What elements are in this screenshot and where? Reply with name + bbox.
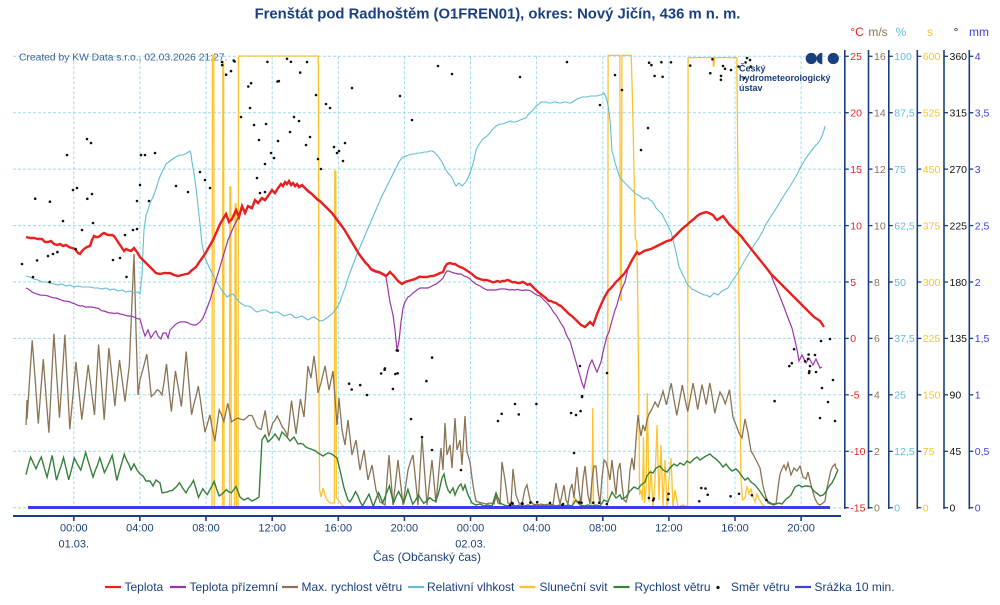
svg-text:6: 6 <box>874 333 880 345</box>
svg-text:Max. rychlost větru: Max. rychlost větru <box>302 580 403 594</box>
svg-text:Srážka 10 min.: Srážka 10 min. <box>815 580 895 594</box>
svg-text:2,5: 2,5 <box>975 220 990 232</box>
svg-text:s: s <box>927 25 933 39</box>
svg-text:20: 20 <box>850 108 862 120</box>
svg-text:-10: -10 <box>850 446 865 458</box>
svg-text:225: 225 <box>950 220 968 232</box>
svg-text:Frenštát pod Radhoštěm (O1FREN: Frenštát pod Radhoštěm (O1FREN01), okres… <box>255 6 741 22</box>
svg-text:Čas (Občanský čas): Čas (Občanský čas) <box>373 549 481 564</box>
svg-text:°C: °C <box>850 25 864 39</box>
svg-text:450: 450 <box>923 164 941 176</box>
svg-text:0: 0 <box>850 333 856 345</box>
svg-text:20:00: 20:00 <box>391 523 419 535</box>
svg-text:12:00: 12:00 <box>258 523 286 535</box>
svg-text:25: 25 <box>850 51 862 63</box>
svg-text:180: 180 <box>950 277 968 289</box>
svg-text:10: 10 <box>850 220 862 232</box>
svg-text:3,5: 3,5 <box>975 108 990 120</box>
svg-text:Created by KW Data s.r.o., 02.: Created by KW Data s.r.o., 02.03.2026 21… <box>19 53 227 64</box>
svg-text:0,5: 0,5 <box>975 446 990 458</box>
svg-text:Teplota: Teplota <box>125 580 164 594</box>
svg-text:8: 8 <box>874 277 880 289</box>
svg-text:75: 75 <box>923 446 935 458</box>
svg-text:Rychlost větru: Rychlost větru <box>635 580 711 594</box>
svg-text:mm: mm <box>969 25 989 39</box>
svg-text:Teplota přízemní: Teplota přízemní <box>190 580 279 594</box>
svg-text:375: 375 <box>923 220 941 232</box>
svg-text:4: 4 <box>874 390 880 402</box>
svg-text:50: 50 <box>894 277 906 289</box>
svg-text:0: 0 <box>894 503 900 515</box>
svg-text:-5: -5 <box>850 390 859 402</box>
svg-text:4: 4 <box>975 51 981 63</box>
svg-text:12: 12 <box>874 164 886 176</box>
svg-text:20:00: 20:00 <box>787 523 815 535</box>
svg-text:04:00: 04:00 <box>523 523 551 535</box>
svg-text:hydrometeorologický: hydrometeorologický <box>739 73 831 83</box>
svg-text:5: 5 <box>850 277 856 289</box>
svg-text:360: 360 <box>950 51 968 63</box>
svg-text:Český: Český <box>739 63 766 74</box>
svg-text:15: 15 <box>850 164 862 176</box>
svg-text:75: 75 <box>894 164 906 176</box>
svg-text:12:00: 12:00 <box>655 523 683 535</box>
svg-text:62,5: 62,5 <box>894 220 915 232</box>
svg-text:Relativní vlhkost: Relativní vlhkost <box>427 580 515 594</box>
svg-text:135: 135 <box>950 333 968 345</box>
svg-text:0: 0 <box>975 503 981 515</box>
svg-text:02.03.: 02.03. <box>455 539 486 551</box>
svg-text:3: 3 <box>975 164 981 176</box>
svg-text:00:00: 00:00 <box>457 523 485 535</box>
svg-text:100: 100 <box>894 51 912 63</box>
svg-text:ústav: ústav <box>739 83 763 93</box>
svg-text:%: % <box>896 25 907 39</box>
svg-text:25: 25 <box>894 390 906 402</box>
svg-text:12,5: 12,5 <box>894 446 915 458</box>
svg-text:2: 2 <box>975 277 981 289</box>
svg-text:315: 315 <box>950 108 968 120</box>
svg-text:Sluneční svit: Sluneční svit <box>540 580 609 594</box>
svg-text:-15: -15 <box>850 503 865 515</box>
svg-text:0: 0 <box>923 503 929 515</box>
svg-text:270: 270 <box>950 164 968 176</box>
svg-text:01.03.: 01.03. <box>59 539 90 551</box>
svg-text:150: 150 <box>923 390 941 402</box>
svg-text:87,5: 87,5 <box>894 108 915 120</box>
svg-text:525: 525 <box>923 108 941 120</box>
svg-text:08:00: 08:00 <box>589 523 617 535</box>
svg-text:14: 14 <box>874 108 886 120</box>
svg-text:16:00: 16:00 <box>325 523 353 535</box>
svg-text:16:00: 16:00 <box>721 523 749 535</box>
svg-text:2: 2 <box>874 446 880 458</box>
svg-text:10: 10 <box>874 220 886 232</box>
svg-text:37,5: 37,5 <box>894 333 915 345</box>
svg-text:225: 225 <box>923 333 941 345</box>
svg-text:0: 0 <box>874 503 880 515</box>
svg-text:0: 0 <box>950 503 956 515</box>
svg-text:°: ° <box>954 25 959 39</box>
svg-text:300: 300 <box>923 277 941 289</box>
svg-text:45: 45 <box>950 446 962 458</box>
svg-text:90: 90 <box>950 390 962 402</box>
svg-text:16: 16 <box>874 51 886 63</box>
svg-text:04:00: 04:00 <box>126 523 154 535</box>
svg-text:m/s: m/s <box>868 25 887 39</box>
svg-text:1: 1 <box>975 390 981 402</box>
svg-text:Směr větru: Směr větru <box>731 580 790 594</box>
svg-text:1,5: 1,5 <box>975 333 990 345</box>
svg-text:600: 600 <box>923 51 941 63</box>
svg-text:08:00: 08:00 <box>192 523 220 535</box>
svg-text:00:00: 00:00 <box>60 523 88 535</box>
